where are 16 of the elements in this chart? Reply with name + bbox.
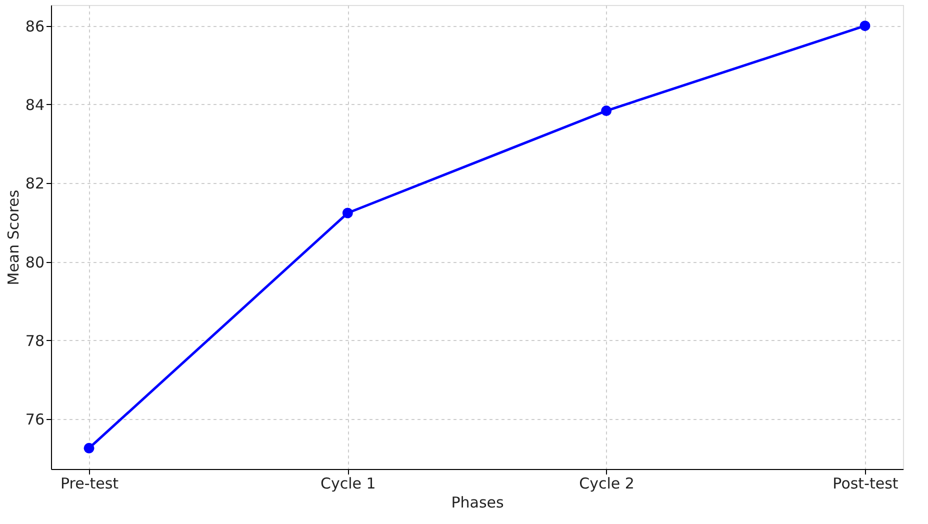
y-tick-label: 80 — [25, 253, 44, 272]
x-tick-label: Cycle 2 — [579, 474, 634, 492]
y-tick-label: 78 — [25, 332, 44, 350]
x-axis-title: Phases — [451, 494, 504, 512]
y-tick-label: 84 — [25, 96, 44, 114]
point — [860, 20, 870, 32]
y-tick-label: 76 — [25, 410, 44, 429]
x-tick-label: Pre-test — [60, 474, 119, 492]
x-tick-label: Cycle 1 — [320, 474, 376, 492]
point — [84, 442, 94, 454]
y-axis-title: Mean Scores — [4, 190, 22, 286]
point — [601, 106, 612, 116]
y-tick-label: 82 — [25, 174, 44, 193]
y-tick-label: 86 — [25, 17, 44, 36]
x-tick-label: Post-test — [832, 474, 898, 492]
point — [342, 208, 353, 218]
